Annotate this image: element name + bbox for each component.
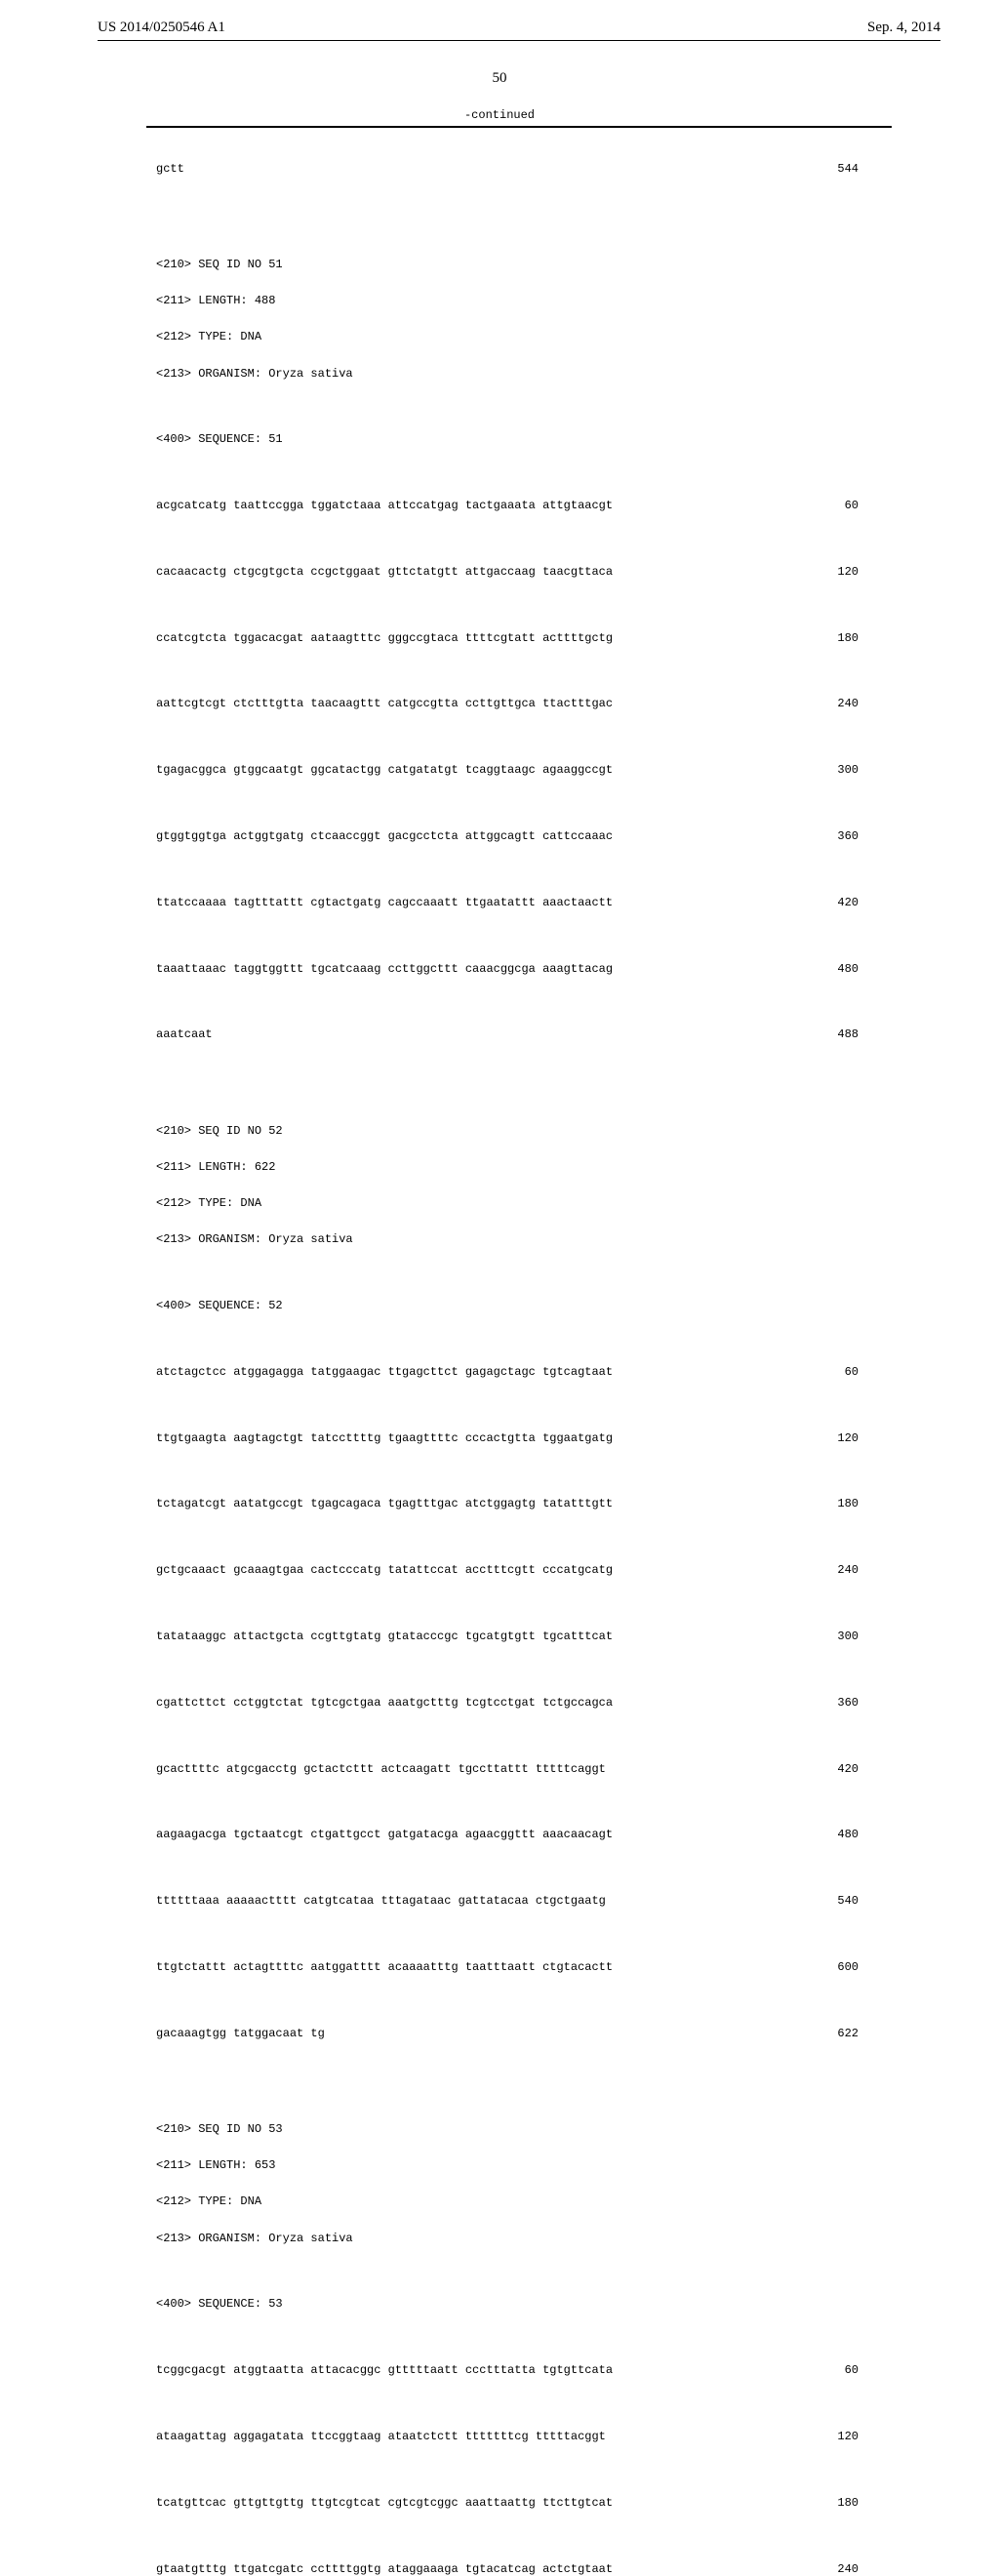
seq-meta: <211> LENGTH: 622 [156,1158,999,1177]
seq-meta: <210> SEQ ID NO 53 [156,2120,999,2139]
seq-row: tcatgttcac gttgttgttg ttgtcgtcat cgtcgtc… [156,2494,859,2513]
seq-meta: <210> SEQ ID NO 52 [156,1122,999,1141]
seq-row: tatataaggc attactgcta ccgttgtatg gtatacc… [156,1628,859,1646]
seq-row: atctagctcc atggagagga tatggaagac ttgagct… [156,1363,859,1382]
seq-header: <400> SEQUENCE: 52 [156,1297,999,1315]
seq-row: gtggtggtga actggtgatg ctcaaccggt gacgcct… [156,827,859,846]
seq-row: tcggcgacgt atggtaatta attacacggc gttttta… [156,2361,859,2380]
seq-header: <400> SEQUENCE: 51 [156,430,999,449]
seq-meta: <213> ORGANISM: Oryza sativa [156,1230,999,1249]
page-header: US 2014/0250546 A1 Sep. 4, 2014 [0,0,999,40]
seq-row: ttgtctattt actagttttc aatggatttt acaaaat… [156,1958,859,1977]
seq-row: gacaaagtgg tatggacaat tg622 [156,2025,859,2043]
seq-row: aaatcaat488 [156,1026,859,1044]
seq-meta: <213> ORGANISM: Oryza sativa [156,2230,999,2248]
seq-meta: <212> TYPE: DNA [156,1194,999,1213]
seq-row: gcacttttc atgcgacctg gctactcttt actcaaga… [156,1760,859,1779]
seq-row: gctgcaaact gcaaagtgaa cactcccatg tatattc… [156,1561,859,1580]
pub-date: Sep. 4, 2014 [867,20,940,36]
seq-header: <400> SEQUENCE: 53 [156,2295,999,2314]
seq-meta: <211> LENGTH: 488 [156,292,999,310]
seq-row: aagaagacga tgctaatcgt ctgattgcct gatgata… [156,1826,859,1844]
seq-row: gtaatgtttg ttgatcgatc ccttttggtg ataggaa… [156,2560,859,2576]
sequence-listing: gctt544 <210> SEQ ID NO 51 <211> LENGTH:… [0,128,999,2576]
seq-row: ttgtgaagta aagtagctgt tatccttttg tgaagtt… [156,1429,859,1448]
seq-row: tgagacggca gtggcaatgt ggcatactgg catgata… [156,761,859,780]
seq-row: ttttttaaa aaaaactttt catgtcataa tttagata… [156,1892,859,1911]
seq-row: acgcatcatg taattccgga tggatctaaa attccat… [156,497,859,515]
pub-number: US 2014/0250546 A1 [98,20,225,36]
seq-row: ttatccaaaa tagtttattt cgtactgatg cagccaa… [156,894,859,912]
seq-meta: <211> LENGTH: 653 [156,2156,999,2175]
seq-row: ataagattag aggagatata ttccggtaag ataatct… [156,2428,859,2446]
seq-row: aattcgtcgt ctctttgtta taacaagttt catgccg… [156,695,859,713]
continued-label: -continued [0,108,999,126]
page-number: 50 [0,41,999,108]
seq-row: gctt544 [156,160,859,179]
seq-meta: <210> SEQ ID NO 51 [156,256,999,274]
seq-row: cgattcttct cctggtctat tgtcgctgaa aaatgct… [156,1694,859,1712]
seq-row: cacaacactg ctgcgtgcta ccgctggaat gttctat… [156,563,859,582]
seq-meta: <213> ORGANISM: Oryza sativa [156,365,999,383]
seq-meta: <212> TYPE: DNA [156,2193,999,2211]
seq-row: tctagatcgt aatatgccgt tgagcagaca tgagttt… [156,1495,859,1513]
seq-row: ccatcgtcta tggacacgat aataagtttc gggccgt… [156,629,859,648]
seq-row: taaattaaac taggtggttt tgcatcaaag ccttggc… [156,960,859,979]
seq-meta: <212> TYPE: DNA [156,328,999,346]
